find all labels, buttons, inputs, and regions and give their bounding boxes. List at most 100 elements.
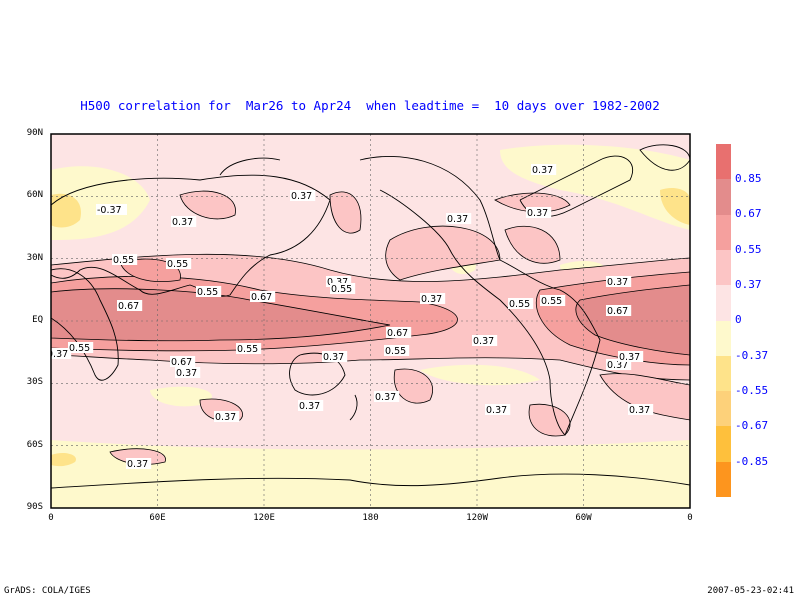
- lat-tick-label: 60N: [26, 190, 43, 200]
- contour-label: 0.67: [171, 357, 192, 368]
- contour-label: 0.67: [251, 292, 272, 303]
- colorbar-label: 0.37: [735, 278, 762, 291]
- contour-label-bg: [250, 291, 276, 302]
- lon-tick-label: 60W: [575, 513, 592, 523]
- contour-label-bg: [374, 391, 400, 402]
- contour-label: 0.55: [385, 346, 406, 357]
- contour-label: 0.37: [619, 352, 640, 363]
- contour-label-bg: [68, 342, 94, 353]
- contour-label: 0.37: [447, 214, 468, 225]
- contour-label: 0.55: [237, 344, 258, 355]
- lat-tick-label: 30N: [26, 253, 43, 263]
- contour-label-bg: [96, 204, 127, 215]
- contour-label-bg: [196, 286, 222, 297]
- colorbar-label: -0.67: [735, 419, 769, 432]
- contour-label-bg: [330, 283, 356, 294]
- contour-label-bg: [236, 343, 262, 354]
- lat-tick-label: 90S: [26, 502, 43, 512]
- footer-credit: GrADS: COLA/IGES: [4, 586, 91, 596]
- lon-tick-label: 60E: [149, 513, 166, 523]
- contour-label-bg: [386, 327, 412, 338]
- plot-title: H500 correlation for Mar26 to Apr24 when…: [80, 98, 660, 113]
- lon-tick-label: 120E: [253, 513, 275, 523]
- contour-label-bg: [384, 345, 410, 356]
- contour-label: 0.37: [172, 217, 193, 228]
- colorbar-label: 0: [735, 313, 742, 326]
- contour-label: 0.37: [47, 349, 68, 360]
- contour-label: 0.55: [509, 299, 530, 310]
- contour-label-bg: [446, 213, 472, 224]
- contour-label: 0.37: [327, 277, 348, 288]
- contour-label: 0.37: [299, 401, 320, 412]
- lon-tick-label: 0: [48, 513, 54, 523]
- lon-tick-label: 180: [362, 513, 379, 523]
- colorbar-label: 0.67: [735, 207, 762, 220]
- negative-region-strong: [51, 193, 81, 228]
- colorbar-swatch: [716, 391, 731, 427]
- colorbar-swatch: [716, 179, 731, 216]
- colorbar-swatch: [716, 461, 731, 498]
- contour-label-bg: [618, 351, 644, 362]
- contour-label-bg: [166, 258, 192, 269]
- contour-label: 0.55: [197, 287, 218, 298]
- contour-label-bg: [171, 216, 197, 227]
- contour-label-bg: [170, 356, 196, 367]
- contour-label: 0.55: [167, 259, 188, 270]
- map-frame: [50, 133, 691, 509]
- lat-tick-label: EQ: [32, 315, 43, 325]
- contour-label: 0.37: [607, 360, 628, 371]
- contour-label-bg: [606, 276, 632, 287]
- contour-label: 0.37: [323, 352, 344, 363]
- contour-label: 0.55: [113, 255, 134, 266]
- colorbar-label: -0.37: [735, 349, 769, 362]
- contour-label: 0.37: [607, 277, 628, 288]
- contour-label-bg: [420, 293, 446, 304]
- gridlines: [51, 134, 690, 508]
- contour-label-bg: [326, 276, 352, 287]
- contour-label: 0.37: [127, 459, 148, 470]
- contour-label-bg: [51, 348, 72, 359]
- contour-label-bg: [214, 411, 240, 422]
- contour-label-bg: [290, 190, 316, 201]
- contour-label: 0.37: [532, 165, 553, 176]
- colorbar-swatch: [716, 249, 731, 286]
- contour-label-bg: [531, 164, 557, 175]
- contour-label-bg: [117, 300, 143, 311]
- contour-label: 0.67: [387, 328, 408, 339]
- negative-region-strong: [51, 452, 76, 467]
- contour-label: 0.37: [629, 405, 650, 416]
- contour-label-bg: [526, 207, 552, 218]
- contour-label-bg: [126, 458, 152, 469]
- contour-label: 0.67: [607, 306, 628, 317]
- contour-label: 0.37: [486, 405, 507, 416]
- contour-label-bg: [628, 404, 654, 415]
- colorbar-swatch: [716, 320, 731, 357]
- contour-label-bg: [112, 254, 138, 265]
- contour-label: 0.67: [118, 301, 139, 312]
- negative-region-strong: [660, 188, 690, 225]
- lat-tick-label: 60S: [26, 440, 43, 450]
- contour-label-bg: [606, 359, 632, 370]
- contour-label: 0.37: [421, 294, 442, 305]
- contour-label-bg: [175, 367, 201, 378]
- colorbar-label: 0.85: [735, 172, 762, 185]
- colorbar-swatch: [716, 355, 731, 392]
- contour-label: 0.37: [291, 191, 312, 202]
- contour-label: 0.55: [69, 343, 90, 354]
- contour-label-bg: [508, 298, 534, 309]
- lat-tick-label: 90N: [26, 128, 43, 138]
- contour-labels: -0.370.370.370.370.370.370.55 0.550.550.6…: [47, 164, 654, 470]
- contour-label: 0.37: [375, 392, 396, 403]
- contour-label-bg: [298, 400, 324, 411]
- colorbar-label: -0.55: [735, 384, 769, 397]
- contour-label: 0.37: [176, 368, 197, 379]
- colorbar-label: -0.85: [735, 455, 769, 468]
- contour-label: 0.37: [215, 412, 236, 423]
- lon-tick-label: 120W: [466, 513, 488, 523]
- contour-label: 0.55: [541, 296, 562, 307]
- contour-label-bg: [472, 335, 498, 346]
- contour-label-bg: [540, 295, 566, 306]
- contour-label: -0.37: [97, 205, 122, 216]
- contour-label-bg: [485, 404, 511, 415]
